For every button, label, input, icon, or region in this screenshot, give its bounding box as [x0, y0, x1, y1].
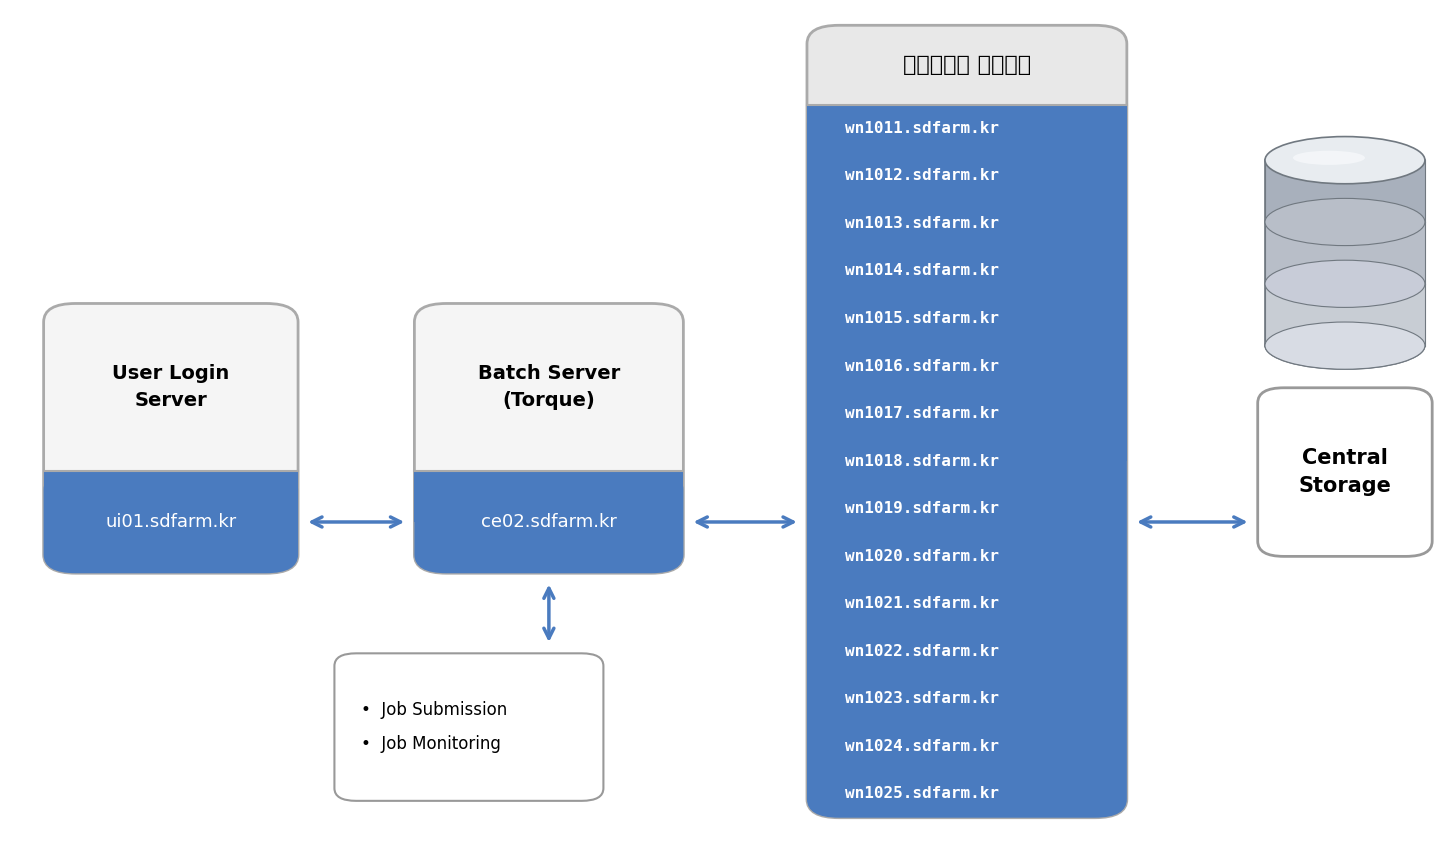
FancyBboxPatch shape — [414, 303, 683, 573]
Bar — [1265, 222, 1425, 284]
Text: wn1014.sdfarm.kr: wn1014.sdfarm.kr — [845, 264, 999, 278]
Text: ui01.sdfarm.kr: ui01.sdfarm.kr — [105, 513, 237, 531]
Ellipse shape — [1265, 137, 1425, 184]
Text: wn1017.sdfarm.kr: wn1017.sdfarm.kr — [845, 406, 999, 421]
Text: wn1022.sdfarm.kr: wn1022.sdfarm.kr — [845, 644, 999, 658]
Ellipse shape — [1265, 198, 1425, 245]
Text: User Login
Server: User Login Server — [112, 364, 230, 410]
Text: wn1025.sdfarm.kr: wn1025.sdfarm.kr — [845, 787, 999, 802]
FancyBboxPatch shape — [1258, 388, 1432, 556]
Text: wn1015.sdfarm.kr: wn1015.sdfarm.kr — [845, 311, 999, 326]
Ellipse shape — [1293, 151, 1365, 165]
Text: wn1011.sdfarm.kr: wn1011.sdfarm.kr — [845, 121, 999, 136]
Bar — [807, 105, 1127, 461]
Text: wn1023.sdfarm.kr: wn1023.sdfarm.kr — [845, 691, 999, 706]
FancyBboxPatch shape — [807, 105, 1127, 818]
Ellipse shape — [1265, 322, 1425, 369]
Text: wn1013.sdfarm.kr: wn1013.sdfarm.kr — [845, 216, 999, 231]
FancyBboxPatch shape — [414, 470, 683, 573]
Ellipse shape — [1265, 260, 1425, 308]
FancyBboxPatch shape — [44, 303, 298, 573]
Bar — [414, 470, 683, 522]
FancyBboxPatch shape — [334, 653, 603, 801]
Text: wn1012.sdfarm.kr: wn1012.sdfarm.kr — [845, 169, 999, 183]
Text: wn1018.sdfarm.kr: wn1018.sdfarm.kr — [845, 454, 999, 469]
Text: Central
Storage: Central Storage — [1298, 448, 1391, 496]
Bar — [44, 470, 298, 522]
Text: wn1024.sdfarm.kr: wn1024.sdfarm.kr — [845, 739, 999, 754]
Text: wn1020.sdfarm.kr: wn1020.sdfarm.kr — [845, 549, 999, 564]
Text: wn1019.sdfarm.kr: wn1019.sdfarm.kr — [845, 502, 999, 516]
FancyBboxPatch shape — [44, 470, 298, 573]
Text: •  Job Submission
•  Job Monitoring: • Job Submission • Job Monitoring — [361, 701, 507, 754]
Ellipse shape — [1265, 322, 1425, 369]
Text: Batch Server
(Torque): Batch Server (Torque) — [478, 364, 619, 410]
FancyBboxPatch shape — [807, 25, 1127, 818]
Text: 과학데이터 계산노드: 과학데이터 계산노드 — [903, 55, 1031, 75]
Bar — [1265, 284, 1425, 346]
Bar — [1265, 160, 1425, 222]
Text: wn1016.sdfarm.kr: wn1016.sdfarm.kr — [845, 358, 999, 373]
Text: wn1021.sdfarm.kr: wn1021.sdfarm.kr — [845, 596, 999, 611]
Text: ce02.sdfarm.kr: ce02.sdfarm.kr — [481, 513, 616, 531]
